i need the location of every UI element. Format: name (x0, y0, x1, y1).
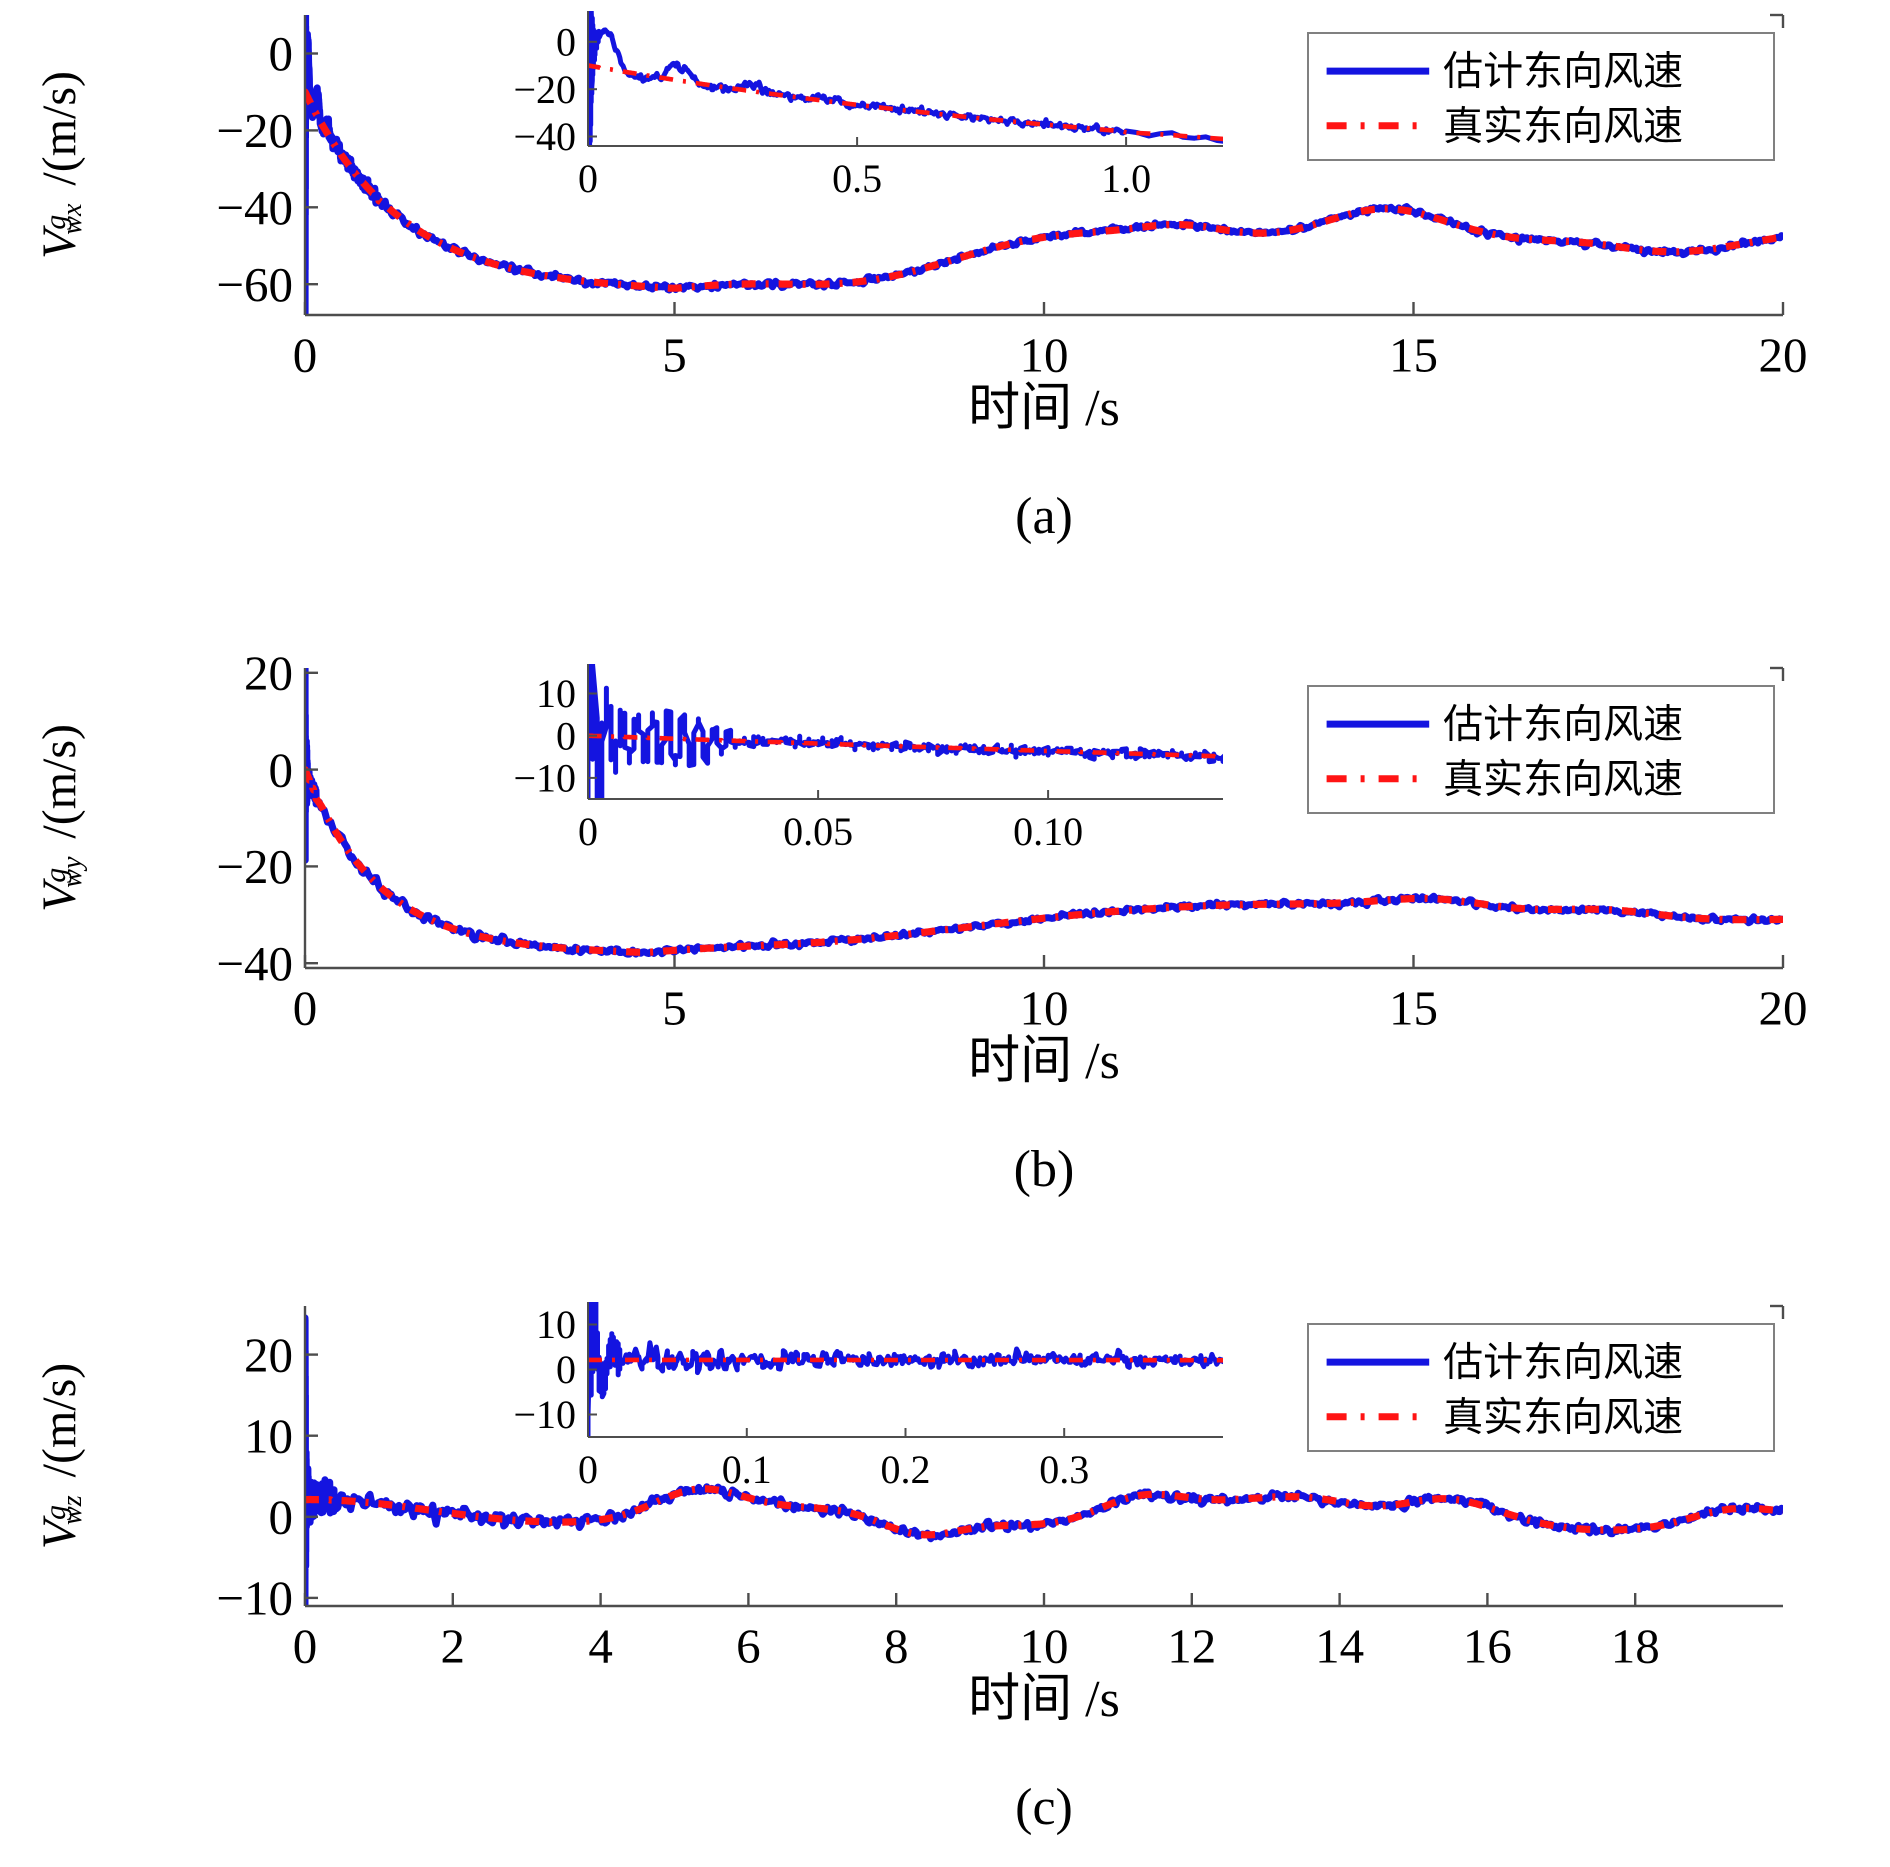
svg-text:2: 2 (441, 1618, 466, 1673)
svg-text:4: 4 (588, 1618, 613, 1673)
svg-text:0: 0 (556, 713, 576, 758)
svg-text:20: 20 (1759, 327, 1808, 382)
svg-text:Vgwz /(m/s): Vgwz /(m/s) (33, 1363, 88, 1550)
svg-text:时间 /s: 时间 /s (968, 1671, 1120, 1728)
svg-text:10: 10 (1020, 1618, 1069, 1673)
svg-text:0: 0 (269, 1490, 294, 1545)
svg-text:12: 12 (1167, 1618, 1216, 1673)
svg-text:0.2: 0.2 (881, 1447, 931, 1492)
svg-text:−10: −10 (216, 1571, 293, 1626)
svg-text:10: 10 (1020, 980, 1069, 1035)
svg-text:0: 0 (293, 980, 318, 1035)
svg-text:10: 10 (244, 1408, 293, 1463)
svg-text:0: 0 (556, 1347, 576, 1392)
svg-text:0.05: 0.05 (783, 809, 853, 854)
svg-text:时间 /s: 时间 /s (968, 380, 1120, 437)
svg-text:0: 0 (578, 156, 598, 201)
svg-text:10: 10 (536, 671, 576, 716)
svg-text:−60: −60 (216, 257, 293, 312)
svg-text:估计东向风速: 估计东向风速 (1443, 1340, 1683, 1385)
svg-text:18: 18 (1611, 1618, 1660, 1673)
svg-text:0: 0 (269, 26, 294, 81)
svg-text:10: 10 (1020, 327, 1069, 382)
svg-text:−20: −20 (216, 839, 293, 894)
svg-text:−20: −20 (216, 103, 293, 158)
svg-text:真实东向风速: 真实东向风速 (1443, 756, 1683, 801)
svg-text:20: 20 (244, 646, 293, 701)
svg-text:0.5: 0.5 (832, 156, 882, 201)
svg-text:−40: −40 (216, 936, 293, 991)
svg-text:0.1: 0.1 (722, 1447, 772, 1492)
svg-text:−20: −20 (513, 67, 576, 112)
svg-text:估计东向风速: 估计东向风速 (1443, 702, 1683, 747)
svg-text:20: 20 (244, 1327, 293, 1382)
svg-text:5: 5 (662, 980, 687, 1035)
svg-text:(b): (b) (1014, 1141, 1075, 1198)
svg-text:−10: −10 (513, 1392, 576, 1437)
svg-text:真实东向风速: 真实东向风速 (1443, 103, 1683, 148)
svg-text:(c): (c) (1015, 1779, 1073, 1836)
svg-text:15: 15 (1389, 327, 1438, 382)
svg-text:1.0: 1.0 (1101, 156, 1151, 201)
svg-text:0: 0 (269, 742, 294, 797)
svg-text:0: 0 (556, 19, 576, 64)
svg-text:−40: −40 (216, 180, 293, 235)
svg-text:真实东向风速: 真实东向风速 (1443, 1394, 1683, 1439)
svg-text:时间 /s: 时间 /s (968, 1033, 1120, 1090)
svg-text:14: 14 (1315, 1618, 1364, 1673)
svg-text:16: 16 (1463, 1618, 1512, 1673)
svg-text:−40: −40 (513, 114, 576, 159)
svg-text:0: 0 (578, 809, 598, 854)
svg-text:Vgwy /(m/s): Vgwy /(m/s) (33, 724, 88, 912)
svg-text:0.10: 0.10 (1013, 809, 1083, 854)
svg-text:估计东向风速: 估计东向风速 (1443, 49, 1683, 94)
svg-text:(a): (a) (1015, 488, 1073, 545)
svg-text:0: 0 (293, 327, 318, 382)
svg-text:8: 8 (884, 1618, 909, 1673)
svg-text:−10: −10 (513, 756, 576, 801)
svg-text:10: 10 (536, 1302, 576, 1347)
svg-text:0: 0 (578, 1447, 598, 1492)
svg-text:Vgwx /(m/s): Vgwx /(m/s) (33, 71, 88, 259)
svg-text:6: 6 (736, 1618, 761, 1673)
svg-text:20: 20 (1759, 980, 1808, 1035)
svg-text:0.3: 0.3 (1039, 1447, 1089, 1492)
svg-text:0: 0 (293, 1618, 318, 1673)
svg-text:5: 5 (662, 327, 687, 382)
svg-text:15: 15 (1389, 980, 1438, 1035)
